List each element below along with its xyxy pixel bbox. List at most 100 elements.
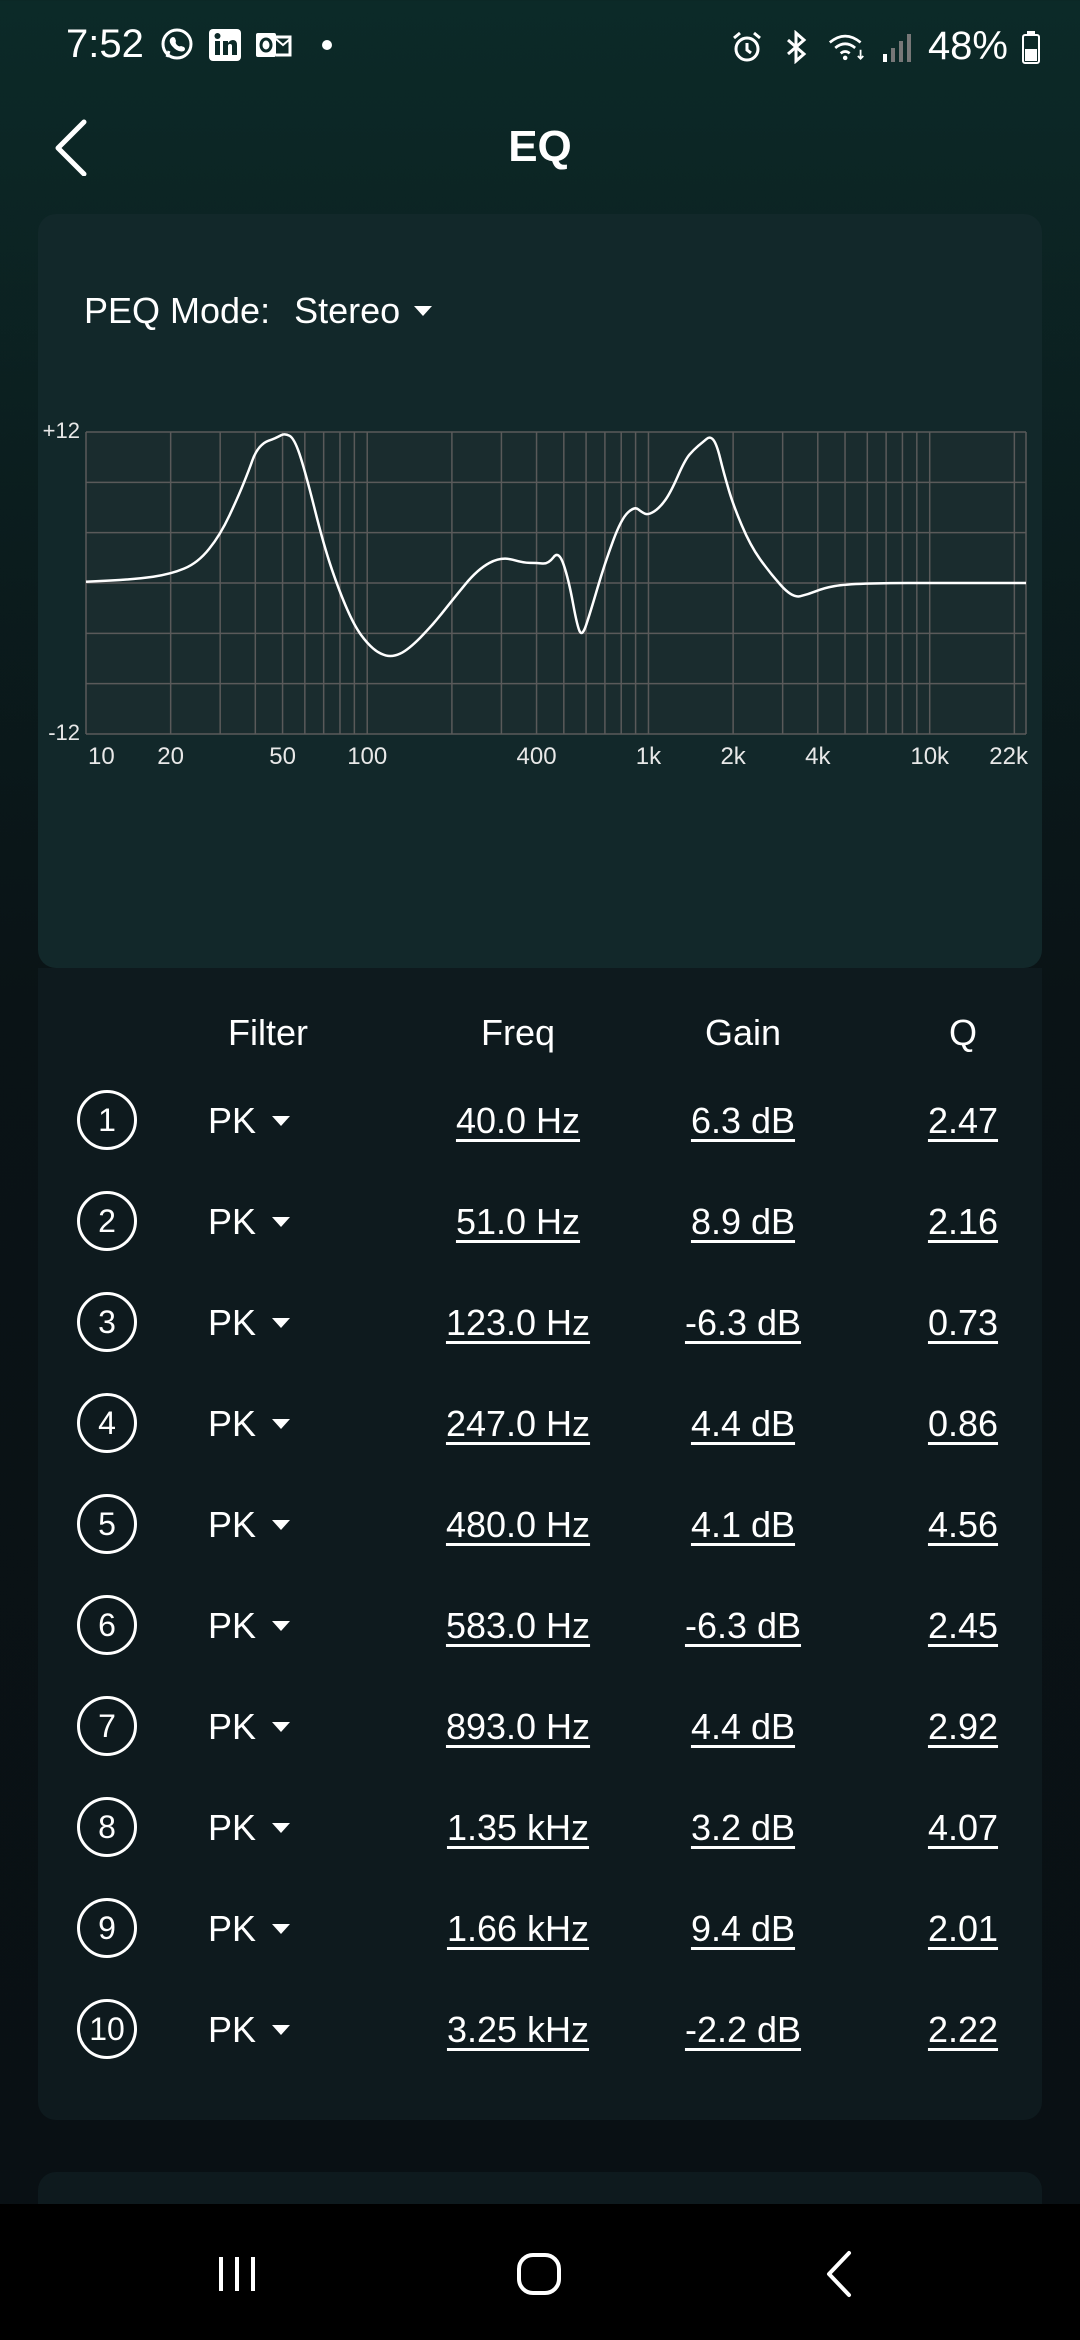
home-button[interactable] [494, 2234, 584, 2314]
filter-number: 1 [77, 1090, 137, 1150]
notification-icons [158, 26, 332, 64]
q-value[interactable]: 2.45 [927, 1605, 999, 1646]
freq-value[interactable]: 3.25 kHz [446, 2009, 590, 2050]
caret-down-icon [272, 1924, 291, 1934]
q-value[interactable]: 2.22 [927, 2009, 999, 2050]
x-tick-label: 10 [88, 743, 115, 770]
x-tick-label: 100 [347, 743, 387, 770]
app-header: EQ [0, 100, 1080, 210]
x-tick-label: 20 [157, 743, 184, 770]
back-button[interactable] [44, 116, 104, 177]
caret-down-icon [272, 1722, 291, 1732]
filter-table: Filter Freq Gain Q 1 PK 40.0 Hz 6.3 dB 2.47 … [38, 968, 1042, 2120]
x-tick-label: 22k [989, 743, 1029, 770]
gain-value[interactable]: -6.3 dB [684, 1302, 802, 1343]
freq-value[interactable]: 1.35 kHz [446, 1807, 590, 1848]
caret-down-icon [272, 1116, 291, 1126]
filter-row: 5 PK 480.0 Hz 4.1 dB 4.56 [38, 1472, 1042, 1572]
outlook-icon [254, 26, 292, 64]
filter-row: 8 PK 1.35 kHz 3.2 dB 4.07 [38, 1775, 1042, 1875]
filter-row: 4 PK 247.0 Hz 4.4 dB 0.86 [38, 1371, 1042, 1471]
freq-value[interactable]: 480.0 Hz [445, 1504, 591, 1545]
freq-value[interactable]: 1.66 kHz [446, 1908, 590, 1949]
gain-value[interactable]: 4.4 dB [690, 1706, 796, 1747]
filter-number: 5 [77, 1494, 137, 1554]
gain-value[interactable]: 4.4 dB [690, 1403, 796, 1444]
freq-value[interactable]: 51.0 Hz [455, 1201, 581, 1242]
filter-type-dropdown[interactable]: PK [208, 1807, 291, 1849]
freq-value[interactable]: 40.0 Hz [455, 1100, 581, 1141]
filter-type-value: PK [208, 1403, 257, 1444]
filter-type-value: PK [208, 1908, 257, 1949]
q-value[interactable]: 2.47 [927, 1100, 999, 1141]
battery-percent: 48% [927, 24, 1008, 68]
filter-row: 10 PK 3.25 kHz -2.2 dB 2.22 [38, 1977, 1042, 2077]
gain-value[interactable]: 3.2 dB [690, 1807, 796, 1848]
x-tick-label: 10k [910, 743, 950, 770]
filter-type-dropdown[interactable]: PK [208, 1100, 291, 1142]
x-tick-label: 2k [720, 743, 746, 770]
freq-value[interactable]: 583.0 Hz [445, 1605, 591, 1646]
x-tick-label: 400 [517, 743, 557, 770]
filter-type-dropdown[interactable]: PK [208, 1706, 291, 1748]
filter-number: 6 [77, 1595, 137, 1655]
filter-type-dropdown[interactable]: PK [208, 1201, 291, 1243]
recent-apps-button[interactable] [193, 2234, 283, 2314]
wifi-icon [828, 28, 866, 66]
gain-value[interactable]: 8.9 dB [690, 1201, 796, 1242]
caret-down-icon [414, 306, 433, 316]
gain-value[interactable]: -2.2 dB [684, 2009, 802, 2050]
q-value[interactable]: 0.86 [927, 1403, 999, 1444]
peq-mode-value: Stereo [294, 290, 401, 331]
gain-value[interactable]: 6.3 dB [690, 1100, 796, 1141]
filter-column-header: Filter [228, 1012, 308, 1053]
filter-type-value: PK [208, 1100, 257, 1141]
status-time: 7:52 [66, 22, 144, 66]
filter-row: 3 PK 123.0 Hz -6.3 dB 0.73 [38, 1270, 1042, 1370]
bluetooth-icon [778, 28, 816, 66]
filter-row: 1 PK 40.0 Hz 6.3 dB 2.47 [38, 1068, 1042, 1168]
filter-type-dropdown[interactable]: PK [208, 1605, 291, 1647]
y-tick-label: -12 [48, 720, 80, 745]
viber-icon [158, 26, 196, 64]
filter-type-value: PK [208, 1706, 257, 1747]
filter-number: 8 [77, 1797, 137, 1857]
filter-type-dropdown[interactable]: PK [208, 2009, 291, 2051]
q-value[interactable]: 2.01 [927, 1908, 999, 1949]
filter-number: 10 [77, 1999, 137, 2059]
eq-response-chart[interactable]: +12 -12 10 20 50 100 400 1k 2k 4k 10k 22k [38, 394, 1042, 954]
filter-type-dropdown[interactable]: PK [208, 1403, 291, 1445]
filter-type-value: PK [208, 1807, 257, 1848]
filter-type-dropdown[interactable]: PK [208, 1504, 291, 1546]
caret-down-icon [272, 1520, 291, 1530]
nav-back-button[interactable] [797, 2234, 887, 2314]
freq-value[interactable]: 247.0 Hz [445, 1403, 591, 1444]
y-tick-label: +12 [43, 418, 80, 443]
chevron-left-icon [55, 119, 87, 177]
q-value[interactable]: 4.07 [927, 1807, 999, 1848]
q-value[interactable]: 2.92 [927, 1706, 999, 1747]
filter-row: 2 PK 51.0 Hz 8.9 dB 2.16 [38, 1169, 1042, 1269]
filter-type-dropdown[interactable]: PK [208, 1302, 291, 1344]
gain-value[interactable]: 9.4 dB [690, 1908, 796, 1949]
status-bar: 7:52 48% [0, 0, 1080, 100]
gain-value[interactable]: -6.3 dB [684, 1605, 802, 1646]
q-value[interactable]: 4.56 [927, 1504, 999, 1545]
freq-value[interactable]: 893.0 Hz [445, 1706, 591, 1747]
gain-column-header: Gain [704, 1012, 782, 1053]
system-icons: 48% [728, 24, 1042, 69]
x-tick-label: 1k [636, 743, 662, 770]
peq-mode-dropdown[interactable]: Stereo [294, 290, 433, 332]
freq-column-header: Freq [480, 1012, 556, 1053]
caret-down-icon [272, 1318, 291, 1328]
freq-value[interactable]: 123.0 Hz [445, 1302, 591, 1343]
caret-down-icon [272, 1217, 291, 1227]
filter-type-dropdown[interactable]: PK [208, 1908, 291, 1950]
q-value[interactable]: 0.73 [927, 1302, 999, 1343]
q-value[interactable]: 2.16 [927, 1201, 999, 1242]
filter-type-value: PK [208, 1302, 257, 1343]
filter-type-value: PK [208, 1605, 257, 1646]
gain-value[interactable]: 4.1 dB [690, 1504, 796, 1545]
page-title: EQ [508, 122, 572, 171]
q-column-header: Q [948, 1012, 977, 1053]
